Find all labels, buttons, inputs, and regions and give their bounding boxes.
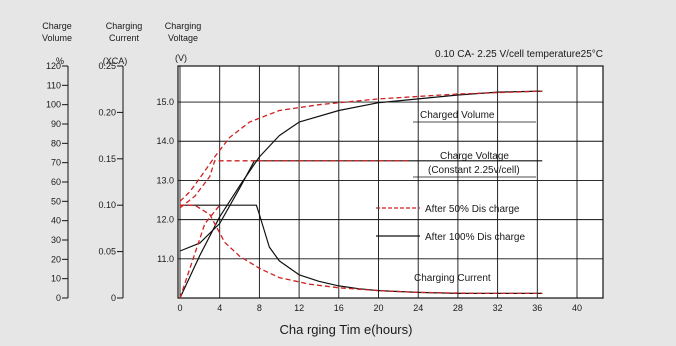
x-tick-label: 24 bbox=[413, 303, 423, 313]
voltage-tick-label: 14.0 bbox=[156, 136, 174, 146]
current-tick-label: 0.25 bbox=[98, 61, 116, 71]
volume-tick-label: 100 bbox=[46, 100, 61, 110]
series-line-2 bbox=[180, 204, 543, 294]
x-axis-label: Cha rging Tim e(hours) bbox=[280, 322, 413, 337]
x-tick-label: 20 bbox=[373, 303, 383, 313]
volume-tick-label: 20 bbox=[51, 254, 61, 264]
grid bbox=[177, 65, 604, 299]
legend-label-0: After 50% Dis charge bbox=[425, 204, 520, 215]
legend: After 50% Dis charge After 100% Dis charg… bbox=[376, 204, 525, 243]
x-axis: 0 4 8 12 16 20 24 28 32 36 40 bbox=[177, 303, 582, 313]
x-tick-label: 12 bbox=[294, 303, 304, 313]
series-layer bbox=[179, 90, 543, 299]
volume-tick-label: 80 bbox=[51, 138, 61, 148]
current-tick-label: 0.20 bbox=[98, 107, 116, 117]
label-charged-volume: Charged Volume bbox=[420, 110, 495, 121]
x-tick-label: 32 bbox=[493, 303, 503, 313]
voltage-axis-header-1: Charging bbox=[165, 21, 202, 31]
volume-tick-label: 40 bbox=[51, 216, 61, 226]
voltage-tick-label: 12.0 bbox=[156, 215, 174, 225]
series-line-5 bbox=[180, 204, 543, 295]
series-line-0 bbox=[179, 90, 543, 299]
chart-title: 0.10 CA- 2.25 V/cell temperature25°C bbox=[435, 49, 603, 60]
label-charging-current: Charging Current bbox=[414, 273, 491, 284]
volume-tick-label: 30 bbox=[51, 235, 61, 245]
series-line-4 bbox=[179, 160, 409, 209]
current-axis-unit: (XCA) bbox=[103, 56, 128, 66]
volume-tick-label: 50 bbox=[51, 196, 61, 206]
x-tick-label: 0 bbox=[177, 303, 182, 313]
volume-tick-label: 110 bbox=[47, 80, 61, 90]
label-charge-voltage: Charge Voltage bbox=[440, 151, 509, 162]
volume-tick-label: 0 bbox=[56, 293, 61, 303]
volume-axis-header-2: Volume bbox=[42, 33, 72, 43]
voltage-axis-header-2: Voltage bbox=[168, 33, 198, 43]
x-tick-label: 28 bbox=[453, 303, 463, 313]
current-axis-header-2: Current bbox=[109, 33, 140, 43]
volume-tick-label: 70 bbox=[51, 158, 61, 168]
current-tick-label: 0.05 bbox=[98, 247, 116, 257]
x-tick-label: 40 bbox=[572, 303, 582, 313]
current-axis-header-1: Charging bbox=[106, 21, 143, 31]
current-tick-label: 0.10 bbox=[98, 200, 116, 210]
volume-tick-label: 10 bbox=[51, 274, 61, 284]
series-line-6 bbox=[179, 204, 221, 299]
plot-area bbox=[178, 66, 603, 298]
series-line-3 bbox=[179, 90, 543, 202]
voltage-tick-label: 13.0 bbox=[156, 175, 174, 185]
volume-tick-label: 60 bbox=[51, 177, 61, 187]
curve-labels: Charged Volume Charge Voltage (Constant 2.… bbox=[413, 110, 536, 284]
x-tick-label: 8 bbox=[257, 303, 262, 313]
voltage-axis-unit: (V) bbox=[175, 53, 187, 63]
legend-label-1: After 100% Dis charge bbox=[425, 232, 525, 243]
volume-tick-label: 90 bbox=[51, 119, 61, 129]
current-tick-label: 0 bbox=[111, 293, 116, 303]
x-tick-label: 16 bbox=[334, 303, 344, 313]
plot-frame bbox=[177, 65, 604, 299]
voltage-tick-label: 11.0 bbox=[157, 254, 174, 264]
label-charge-voltage-note: (Constant 2.25v/cell) bbox=[428, 165, 520, 176]
left-axes: Charge Volume% 0 10 20 30 40 50 60 70 80 90 100 110 12… bbox=[42, 21, 201, 303]
voltage-tick-label: 15.0 bbox=[156, 97, 174, 107]
volume-axis-unit: % bbox=[56, 56, 64, 66]
x-tick-label: 36 bbox=[532, 303, 542, 313]
volume-tick-label: 120 bbox=[46, 61, 61, 71]
x-tick-label: 4 bbox=[217, 303, 222, 313]
volume-axis-header-1: Charge bbox=[42, 21, 72, 31]
current-tick-label: 0.15 bbox=[98, 154, 116, 164]
